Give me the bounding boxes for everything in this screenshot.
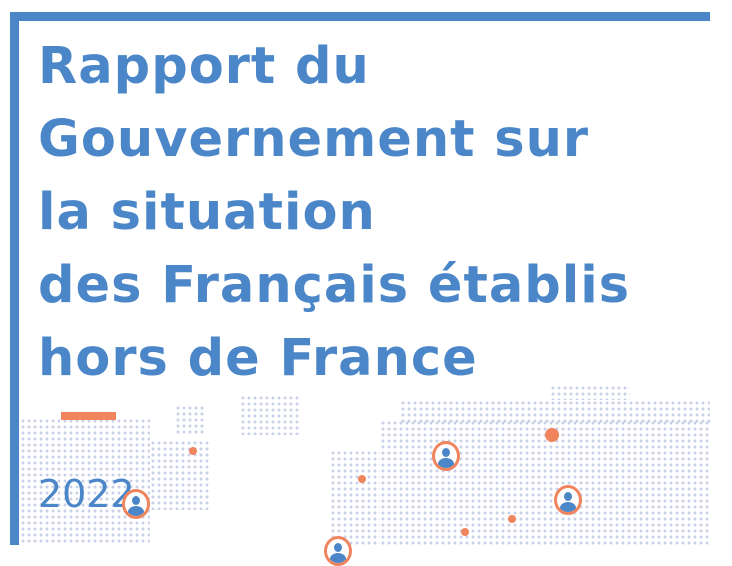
title-line: hors de France <box>38 329 478 388</box>
frame-left-bar <box>10 12 19 545</box>
location-dot-icon <box>508 515 516 523</box>
report-title: Rapport du Gouvernement sur la situation… <box>38 30 630 395</box>
person-pin-icon <box>122 489 150 519</box>
person-pin-icon <box>554 485 582 515</box>
report-year: 2022 <box>38 472 135 516</box>
title-line: Rapport du <box>38 37 370 96</box>
accent-dash <box>61 412 116 420</box>
title-line: Gouvernement sur <box>38 110 590 169</box>
title-line: des Français établis <box>38 256 631 315</box>
person-pin-icon <box>324 536 352 566</box>
title-line: la situation <box>38 183 376 242</box>
person-pin-icon <box>432 441 460 471</box>
location-dot-icon <box>189 447 197 455</box>
location-dot-icon <box>545 428 559 442</box>
location-dot-icon <box>461 528 469 536</box>
frame-top-bar <box>10 12 710 21</box>
location-dot-icon <box>358 475 366 483</box>
